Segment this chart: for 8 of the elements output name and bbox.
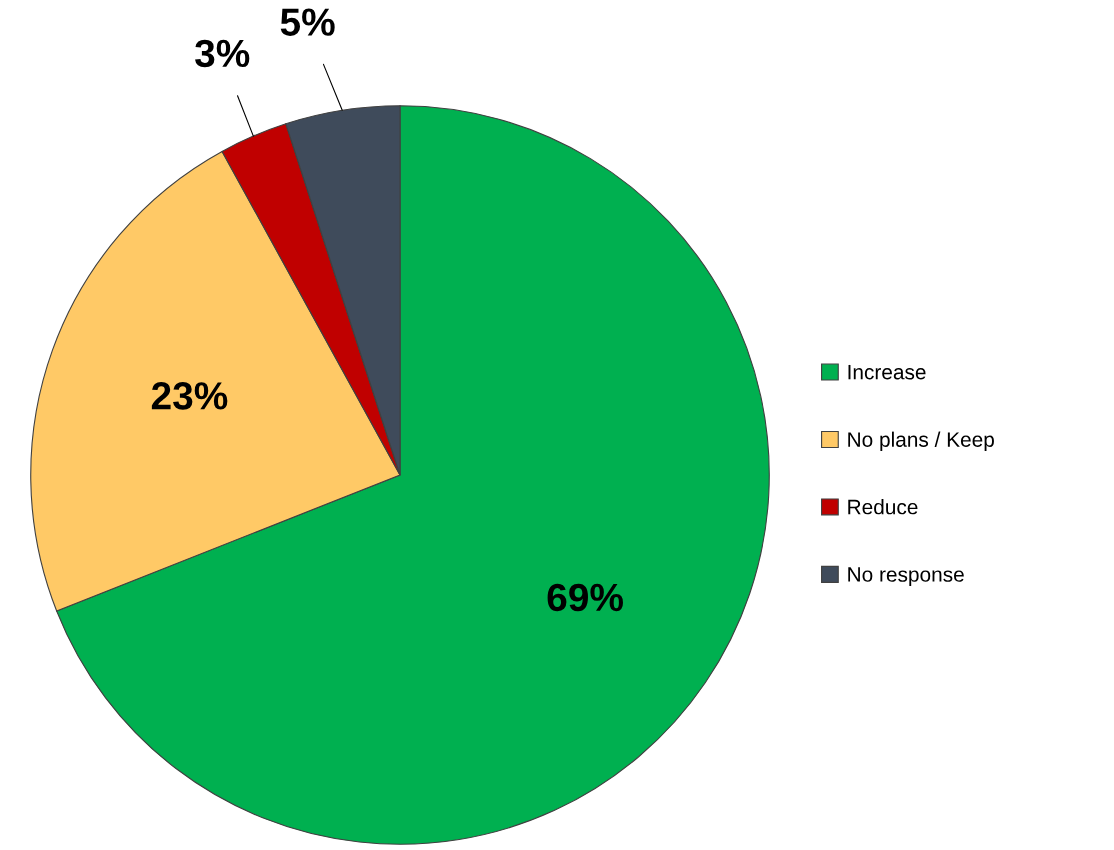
legend-label: Reduce [848,499,918,515]
legend-label: Increase [848,364,926,380]
data-label: 5% [280,8,335,36]
data-label: 3% [195,39,250,68]
data-label: 69% [547,583,623,612]
data-label: 23% [151,382,228,410]
legend-label: No plans / Keep [848,431,994,452]
legend-label: No response [848,567,964,586]
